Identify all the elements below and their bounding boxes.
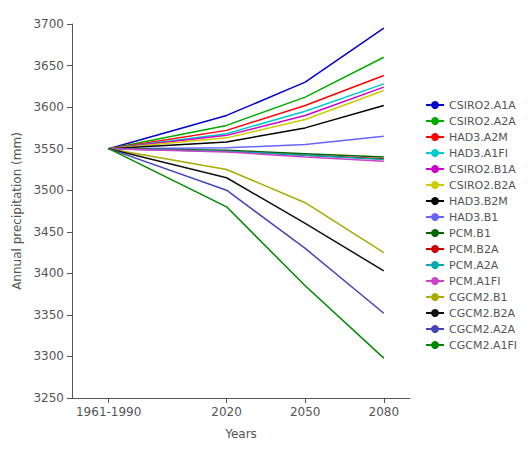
- svg-text:CGCM2.A1FI: CGCM2.A1FI: [449, 339, 517, 352]
- svg-text:CGCM2.B1: CGCM2.B1: [449, 291, 507, 304]
- svg-text:3250: 3250: [33, 391, 64, 405]
- svg-text:3600: 3600: [33, 100, 64, 114]
- svg-text:CGCM2.A2A: CGCM2.A2A: [449, 323, 515, 336]
- svg-text:3300: 3300: [33, 349, 64, 363]
- svg-text:3450: 3450: [33, 225, 64, 239]
- svg-text:3550: 3550: [33, 142, 64, 156]
- svg-text:HAD3.B2M: HAD3.B2M: [449, 195, 508, 208]
- svg-text:PCM.A1FI: PCM.A1FI: [449, 275, 500, 288]
- svg-text:HAD3.A2M: HAD3.A2M: [449, 131, 508, 144]
- svg-text:CSIRO2.B2A: CSIRO2.B2A: [449, 179, 516, 192]
- svg-text:CGCM2.B2A: CGCM2.B2A: [449, 307, 515, 320]
- svg-text:Annual precipitation (mm): Annual precipitation (mm): [10, 132, 24, 290]
- svg-text:3700: 3700: [33, 17, 64, 31]
- svg-text:CSIRO2.A1A: CSIRO2.A1A: [449, 99, 516, 112]
- svg-text:PCM.B1: PCM.B1: [449, 227, 491, 240]
- svg-text:2050: 2050: [290, 405, 321, 419]
- svg-text:3500: 3500: [33, 183, 64, 197]
- svg-text:1961-1990: 1961-1990: [76, 405, 141, 419]
- svg-text:3650: 3650: [33, 59, 64, 73]
- svg-text:2080: 2080: [369, 405, 400, 419]
- svg-text:Years: Years: [224, 427, 257, 441]
- svg-text:2020: 2020: [211, 405, 242, 419]
- svg-text:HAD3.A1FI: HAD3.A1FI: [449, 147, 508, 160]
- svg-text:CSIRO2.A2A: CSIRO2.A2A: [449, 115, 516, 128]
- svg-text:PCM.B2A: PCM.B2A: [449, 243, 499, 256]
- svg-text:3400: 3400: [33, 266, 64, 280]
- svg-text:CSIRO2.B1A: CSIRO2.B1A: [449, 163, 516, 176]
- svg-text:3350: 3350: [33, 308, 64, 322]
- svg-text:PCM.A2A: PCM.A2A: [449, 259, 499, 272]
- svg-text:HAD3.B1: HAD3.B1: [449, 211, 498, 224]
